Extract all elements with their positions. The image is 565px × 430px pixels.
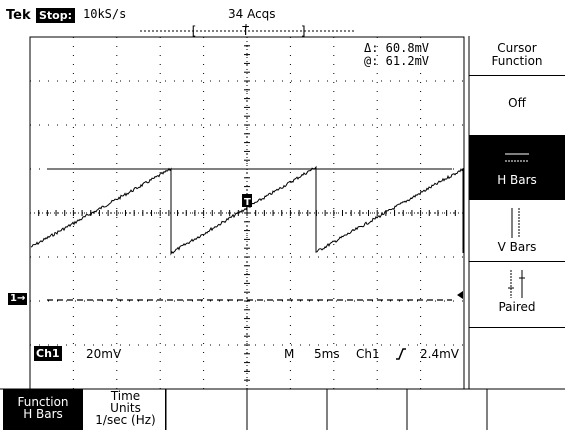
bottom-menu-dividers — [165, 389, 488, 430]
brand-logo: Tek — [6, 8, 31, 23]
function-button[interactable]: Function H Bars — [3, 389, 83, 430]
acquisition-count: 34 Acqs — [228, 7, 276, 21]
horizontal-mode: M — [284, 347, 295, 361]
side-item-paired[interactable]: Paired — [469, 262, 565, 328]
svg-text:T: T — [244, 197, 251, 208]
rising-edge-icon — [396, 348, 406, 360]
h-bars-icon — [505, 153, 529, 162]
side-menu-title: Cursor Function — [469, 36, 565, 76]
volts-per-div: 20mV — [86, 347, 122, 361]
side-menu: Cursor Function Off H Bars V Bars Paired — [469, 36, 565, 392]
trigger-level-marker — [457, 291, 463, 299]
svg-text:T: T — [242, 24, 249, 38]
trigger-source: Ch1 — [356, 347, 380, 361]
trigger-point-marker — [242, 194, 252, 207]
status-header: Tek Stop: 10kS/s 34 Acqs — [0, 0, 565, 36]
side-item-h-bars[interactable]: H Bars — [469, 136, 565, 200]
svg-text:[: [ — [190, 24, 197, 38]
time-per-div: 5ms — [314, 347, 340, 361]
record-length-indicator: [ ] T — [140, 24, 355, 38]
sample-rate: 10kS/s — [83, 7, 127, 21]
v-bars-icon — [511, 208, 520, 238]
svg-text:]: ] — [300, 24, 307, 38]
graticule-axes — [29, 36, 464, 389]
paired-cursors-icon — [508, 270, 525, 298]
cursor-position-readout: @: 61.2mV — [364, 54, 430, 68]
acquisition-state-badge: Stop: — [36, 8, 76, 23]
channel-badge: Ch1 — [34, 346, 62, 361]
trigger-level: 2.4mV — [420, 347, 459, 361]
side-item-v-bars[interactable]: V Bars — [469, 200, 565, 262]
cursor-delta-readout: Δ: 60.8mV — [364, 41, 430, 55]
side-item-off[interactable]: Off — [469, 76, 565, 136]
bottom-menu: Function H Bars Time Units 1/sec (Hz) — [0, 389, 565, 430]
time-units-button[interactable]: Time Units 1/sec (Hz) — [86, 389, 166, 430]
channel-ground-marker: 1→ — [8, 293, 28, 305]
